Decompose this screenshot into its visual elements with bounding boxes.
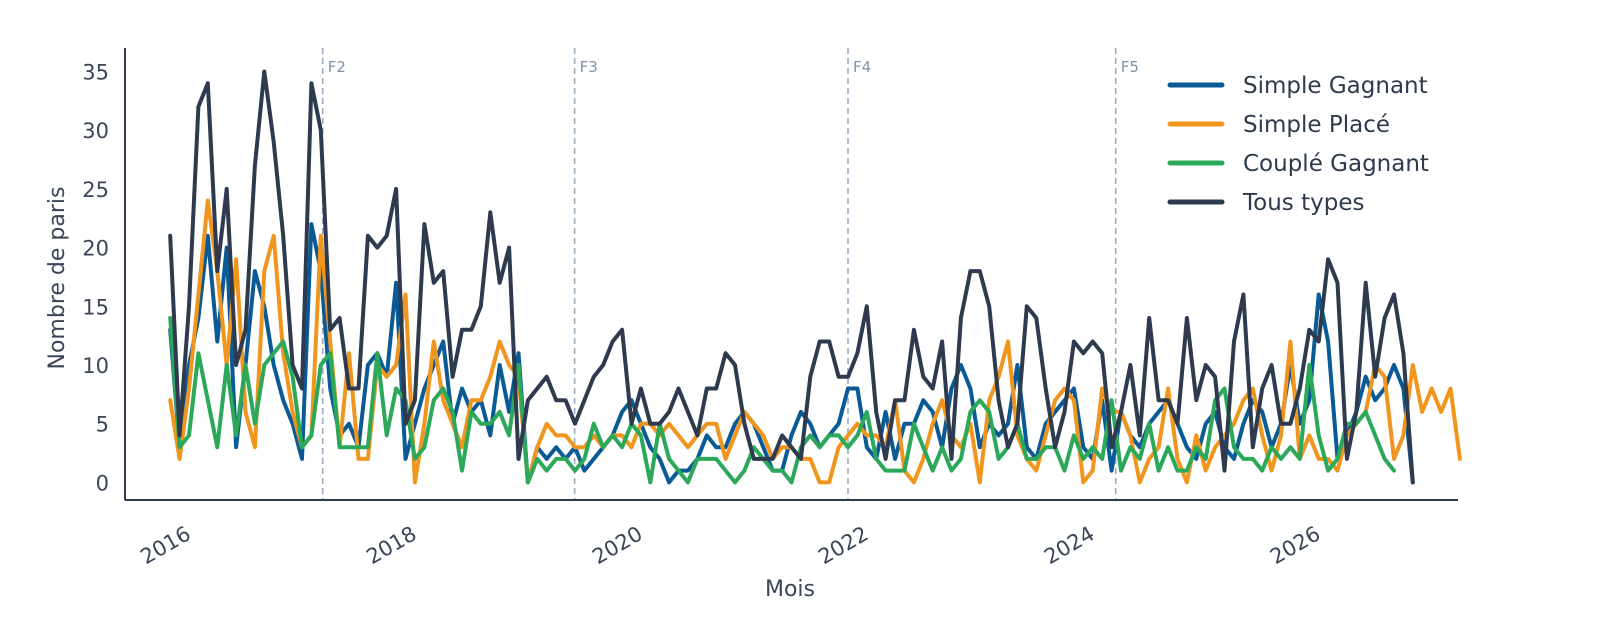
legend-label-simple-gagnant: Simple Gagnant <box>1243 73 1428 99</box>
y-tick-label: 30 <box>82 119 109 143</box>
x-tick-label: 2020 <box>588 522 646 570</box>
phase-label-f2: F2 <box>328 58 346 76</box>
x-tick-label: 2018 <box>362 522 420 570</box>
series-lines <box>168 69 1462 485</box>
series-line-tous-types <box>168 69 1415 485</box>
x-axis-title: Mois <box>765 577 815 602</box>
phase-label-f3: F3 <box>580 58 598 76</box>
x-tick-label: 2026 <box>1266 522 1324 570</box>
x-tick-label: 2016 <box>136 522 194 570</box>
legend-label-couple-gagnant: Couplé Gagnant <box>1243 151 1429 177</box>
legend-label-tous-types: Tous types <box>1242 190 1364 216</box>
series-line-couple-gagnant <box>168 316 1396 485</box>
phase-label-f5: F5 <box>1121 58 1139 76</box>
y-tick-label: 25 <box>82 178 109 202</box>
legend: Simple Gagnant Simple Placé Couplé Gagnant… <box>1167 73 1429 216</box>
y-tick-label: 5 <box>96 413 109 437</box>
y-tick-label: 35 <box>82 60 109 84</box>
x-tick-label: 2022 <box>814 522 872 570</box>
legend-label-simple-place: Simple Placé <box>1243 112 1390 138</box>
x-tick-label: 2024 <box>1040 522 1098 570</box>
y-tick-label: 0 <box>96 471 109 495</box>
y-tick-label: 20 <box>82 237 109 261</box>
y-tick-label: 15 <box>82 295 109 319</box>
series-line-simple-place <box>168 198 1462 485</box>
y-axis-title: Nombre de paris <box>45 187 70 370</box>
phase-label-f4: F4 <box>853 58 871 76</box>
y-tick-label: 10 <box>82 354 109 378</box>
